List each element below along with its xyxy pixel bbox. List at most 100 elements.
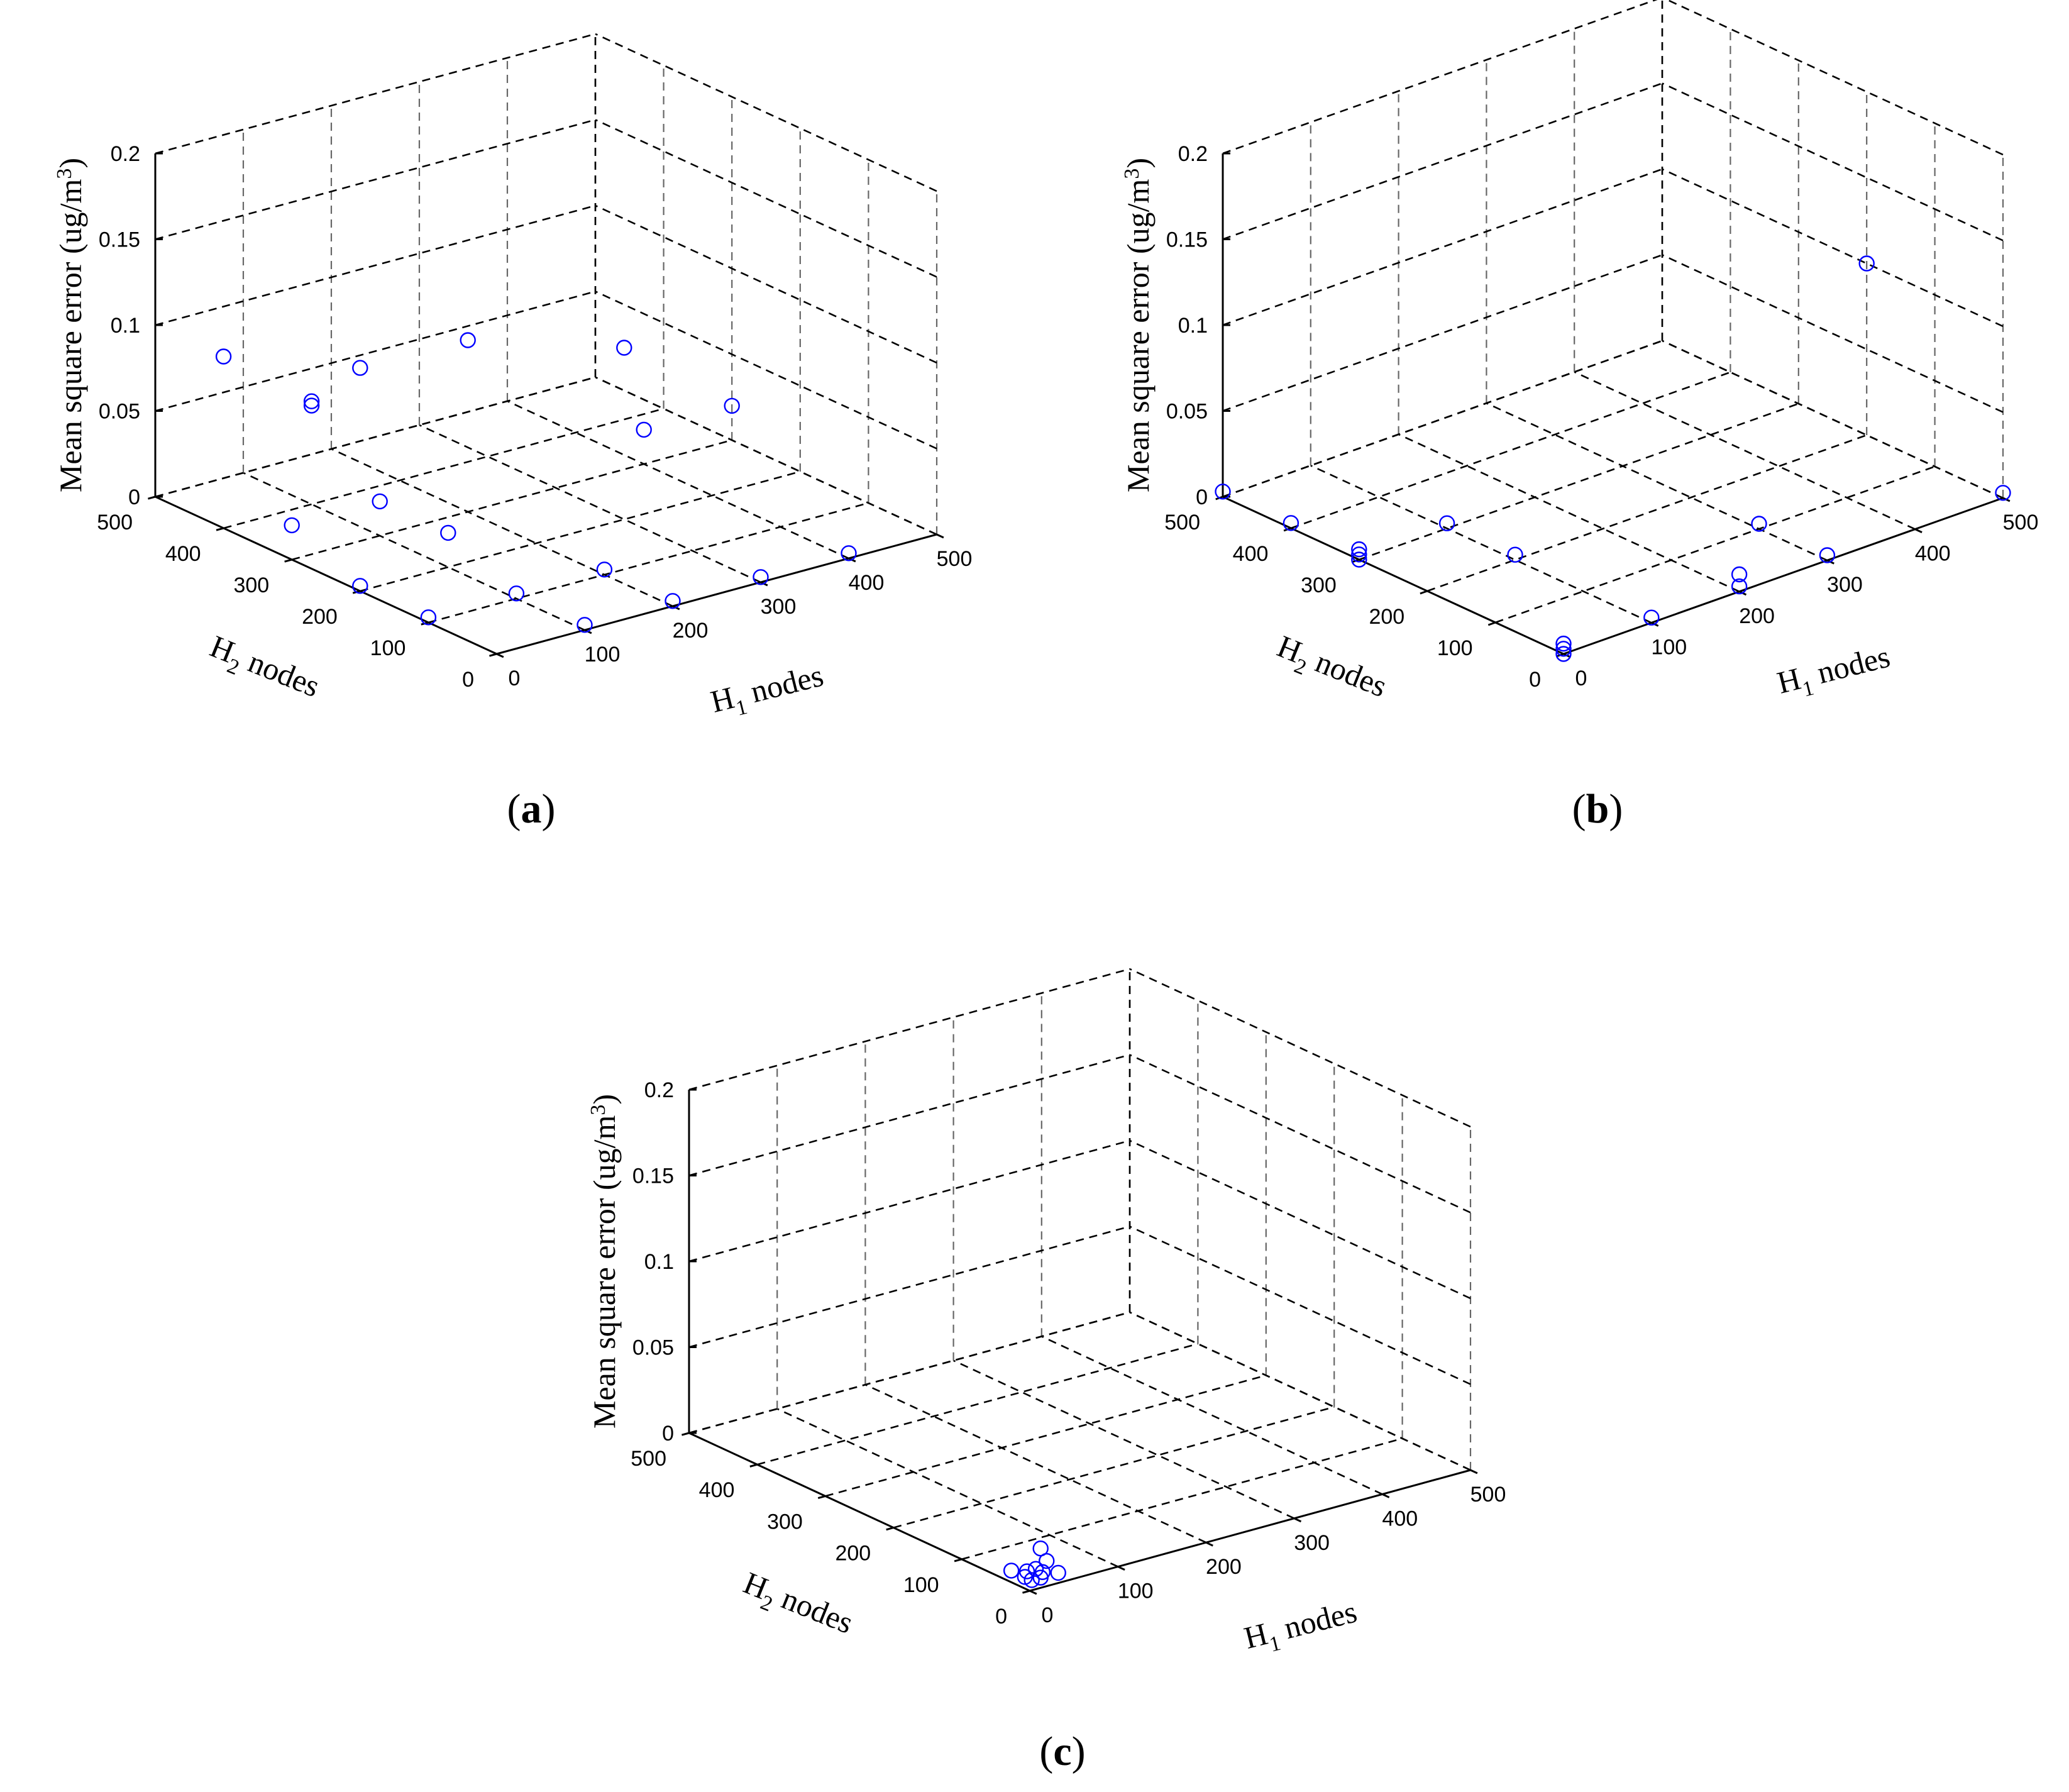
- y-tick-mark: [1487, 621, 1496, 626]
- y-tick-label: 400: [1233, 542, 1269, 566]
- grid-line: [155, 204, 596, 326]
- grid-line: [688, 1225, 1130, 1348]
- grid-line: [595, 204, 937, 364]
- y-tick-mark: [886, 1527, 894, 1531]
- panel-label-c: (c): [1039, 1728, 1085, 1774]
- grid-line: [893, 1406, 1335, 1529]
- y-axis-line: [155, 495, 497, 655]
- x-tick-label: 0: [1042, 1603, 1054, 1627]
- x-tick-label: 500: [937, 547, 973, 571]
- data-point: [1507, 546, 1523, 563]
- z-tick-label: 0.2: [644, 1078, 674, 1102]
- y-tick-label: 200: [1369, 605, 1404, 629]
- x-tick-mark: [1914, 528, 1923, 533]
- x-axis-label: H1 nodes: [707, 657, 829, 726]
- y-tick-mark: [284, 558, 292, 563]
- x-tick-label: 0: [509, 666, 521, 690]
- y-tick-mark: [489, 653, 497, 657]
- x-tick-label: 100: [1651, 635, 1687, 659]
- data-point: [1643, 609, 1660, 626]
- grid-line: [507, 400, 849, 560]
- grid-line: [1222, 168, 1663, 326]
- y-tick-label: 400: [165, 542, 201, 566]
- x-tick-mark: [1117, 1566, 1125, 1571]
- x-tick-label: 200: [673, 619, 709, 643]
- x-tick-label: 100: [585, 643, 621, 666]
- grid-line: [331, 448, 673, 607]
- z-tick-label: 0: [1196, 485, 1208, 509]
- data-point: [1215, 484, 1231, 500]
- y-axis-label: H2 nodes: [202, 628, 324, 710]
- data-point: [724, 397, 740, 414]
- data-point: [1027, 1561, 1044, 1577]
- panel-label-a: (a): [507, 786, 556, 832]
- y-tick-label: 300: [767, 1510, 803, 1534]
- x-tick-label: 400: [849, 571, 885, 595]
- grid-line: [688, 1054, 1130, 1176]
- y-axis-line: [688, 1432, 1030, 1592]
- grid-line: [688, 1311, 1130, 1434]
- grid-line: [595, 376, 937, 536]
- data-point: [1731, 566, 1748, 583]
- y-axis-line: [1222, 495, 1564, 655]
- chart-panel-b: 0100200300400500010020030040050000.050.1…: [1120, 0, 2038, 707]
- x-tick-label: 400: [1915, 542, 1951, 566]
- data-point: [1731, 578, 1748, 595]
- grid-line: [595, 119, 937, 278]
- grid-line: [595, 290, 937, 450]
- x-tick-mark: [1470, 1469, 1478, 1474]
- data-point: [1283, 515, 1299, 531]
- x-tick-label: 0: [1575, 666, 1587, 690]
- x-tick-label: 300: [1294, 1531, 1330, 1555]
- z-tick-label: 0.2: [1178, 142, 1208, 166]
- data-point: [1751, 516, 1767, 532]
- y-tick-mark: [749, 1463, 758, 1468]
- y-tick-label: 400: [699, 1478, 735, 1502]
- grid-line: [825, 1374, 1267, 1497]
- data-point: [372, 493, 388, 510]
- x-tick-mark: [1029, 1590, 1037, 1595]
- data-point: [1995, 485, 2011, 501]
- y-tick-label: 200: [835, 1542, 871, 1566]
- grid-line: [1041, 1336, 1383, 1495]
- grid-line: [419, 424, 761, 584]
- grid-line: [1222, 0, 1658, 155]
- grid-line: [1129, 1054, 1471, 1214]
- grid-line: [1310, 465, 1652, 624]
- grid-line: [1222, 340, 1663, 498]
- data-point: [616, 340, 632, 356]
- x-tick-mark: [1205, 1541, 1213, 1547]
- y-tick-label: 500: [97, 511, 133, 534]
- grid-line: [953, 1359, 1295, 1519]
- x-tick-label: 100: [1118, 1579, 1154, 1603]
- grid-line: [291, 439, 732, 561]
- grid-line: [1486, 402, 1828, 561]
- x-tick-mark: [1293, 1517, 1302, 1523]
- x-axis-label: H1 nodes: [1774, 638, 1895, 707]
- data-point: [1351, 546, 1367, 563]
- y-tick-label: 0: [995, 1605, 1007, 1629]
- grid-line: [360, 470, 801, 592]
- data-point: [440, 524, 456, 541]
- x-axis-line: [496, 533, 937, 655]
- grid-line: [757, 1342, 1198, 1466]
- z-tick-label: 0.05: [632, 1336, 674, 1360]
- z-tick-label: 0.2: [111, 142, 140, 166]
- data-point: [1039, 1552, 1055, 1569]
- grid-line: [155, 119, 596, 240]
- grid-line: [1290, 371, 1731, 529]
- grid-line: [1574, 371, 1916, 530]
- data-point: [1032, 1569, 1049, 1586]
- grid-line: [155, 376, 596, 498]
- y-axis-label: H2 nodes: [736, 1565, 858, 1647]
- data-point: [420, 609, 437, 626]
- z-tick-label: 0.15: [1166, 228, 1208, 252]
- y-tick-label: 500: [631, 1447, 666, 1471]
- z-tick-label: 0: [128, 485, 140, 509]
- x-tick-mark: [936, 533, 944, 539]
- data-point: [303, 397, 320, 414]
- data-point: [577, 617, 593, 633]
- data-point: [1351, 551, 1367, 568]
- grid-line: [1398, 433, 1740, 592]
